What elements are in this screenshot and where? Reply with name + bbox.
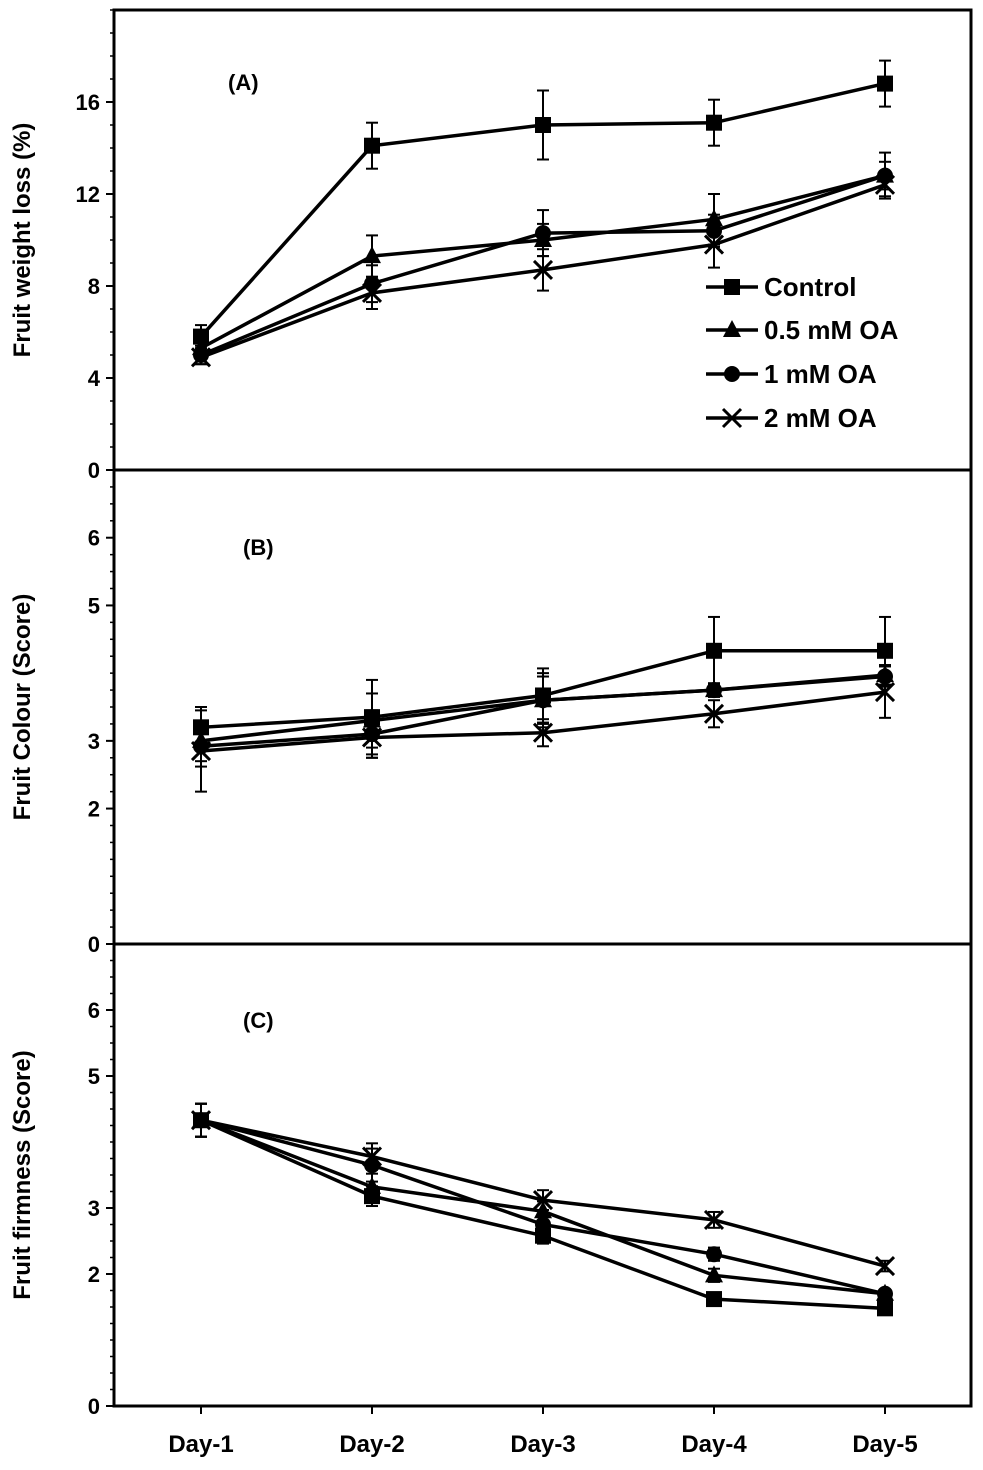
- data-point: [877, 1285, 893, 1302]
- data-point: [706, 682, 722, 699]
- data-point: [364, 137, 380, 154]
- legend-label: 1 mM OA: [764, 359, 877, 389]
- y-tick-label: 5: [88, 1064, 100, 1089]
- data-point: [535, 117, 551, 133]
- legend-label: 2 mM OA: [764, 403, 877, 433]
- legend-label: Control: [764, 272, 856, 302]
- y-tick-label: 3: [88, 729, 100, 754]
- data-point: [703, 234, 725, 255]
- data-point: [532, 259, 554, 280]
- legend-marker: [724, 279, 740, 295]
- panel-label: (B): [243, 535, 274, 560]
- data-point: [190, 740, 212, 762]
- panel-label: (C): [243, 1008, 274, 1033]
- y-tick-label: 3: [88, 1196, 100, 1221]
- legend-marker: [721, 407, 743, 429]
- data-point: [361, 727, 383, 748]
- data-point: [532, 722, 554, 743]
- panel-a: 0 4 8 12 16 Fruit weight loss (%) (A) Control 0.…: [9, 8, 973, 483]
- data-point: [877, 75, 893, 92]
- y-tick-label: 8: [88, 274, 100, 299]
- y-tick-label: 6: [88, 998, 100, 1023]
- y-axis-title: Fruit firmness (Score): [9, 1050, 36, 1299]
- y-tick-label: 16: [76, 90, 100, 115]
- data-point: [190, 1110, 212, 1131]
- y-tick-label: 0: [88, 458, 100, 483]
- data-point: [877, 1300, 893, 1317]
- x-tick-label: Day-5: [852, 1431, 917, 1458]
- panel-b: 0 2 3 5 6 Fruit Colour (Score) (B): [9, 468, 973, 957]
- legend-label: 0.5 mM OA: [764, 315, 899, 345]
- data-point: [877, 642, 893, 659]
- data-point: [190, 347, 212, 368]
- panel-c: 0 2 3 5 6 Fruit firmness (Score) (C) Day-1 Day-2…: [9, 942, 973, 1458]
- y-tick-label: 0: [88, 932, 100, 957]
- data-point: [706, 642, 722, 659]
- data-point: [706, 1246, 722, 1263]
- data-point: [874, 174, 896, 195]
- data-point: [535, 1227, 551, 1244]
- data-point: [535, 1216, 551, 1233]
- y-tick-label: 12: [76, 182, 100, 207]
- legend-marker: [724, 366, 740, 382]
- data-point: [535, 692, 551, 709]
- x-tick-label: Day-1: [168, 1431, 233, 1458]
- series-square: [193, 59, 893, 350]
- y-tick-label: 0: [88, 1394, 100, 1419]
- data-point: [706, 114, 722, 131]
- data-point: [706, 1291, 722, 1308]
- y-axis-title: Fruit Colour (Score): [9, 594, 36, 821]
- series-x: [190, 172, 896, 368]
- data-point: [535, 225, 551, 242]
- series-circle: [193, 665, 893, 768]
- data-point: [363, 246, 381, 264]
- y-tick-label: 5: [88, 593, 100, 618]
- data-point: [703, 703, 725, 724]
- legend: Control 0.5 mM OA 1 mM OA 2 mM OA: [706, 272, 899, 433]
- y-tick-label: 6: [88, 526, 100, 551]
- panel-label: (A): [228, 70, 259, 95]
- data-point: [361, 1146, 383, 1167]
- x-tick-label: Day-3: [510, 1431, 575, 1458]
- x-tick-label: Day-4: [681, 1431, 747, 1458]
- y-tick-label: 2: [88, 1262, 100, 1287]
- legend-marker: [723, 320, 741, 337]
- y-tick-label: 2: [88, 797, 100, 822]
- data-point: [361, 282, 383, 303]
- data-point: [874, 682, 896, 703]
- data-point: [874, 1256, 896, 1277]
- y-tick-label: 4: [88, 366, 101, 391]
- data-point: [705, 1265, 723, 1283]
- data-point: [532, 1190, 554, 1211]
- y-axis-title: Fruit weight loss (%): [9, 123, 36, 358]
- series-x: [190, 1102, 896, 1277]
- data-point: [363, 1176, 381, 1194]
- series-x: [190, 665, 896, 793]
- data-point: [703, 1209, 725, 1230]
- x-tick-label: Day-2: [339, 1431, 404, 1458]
